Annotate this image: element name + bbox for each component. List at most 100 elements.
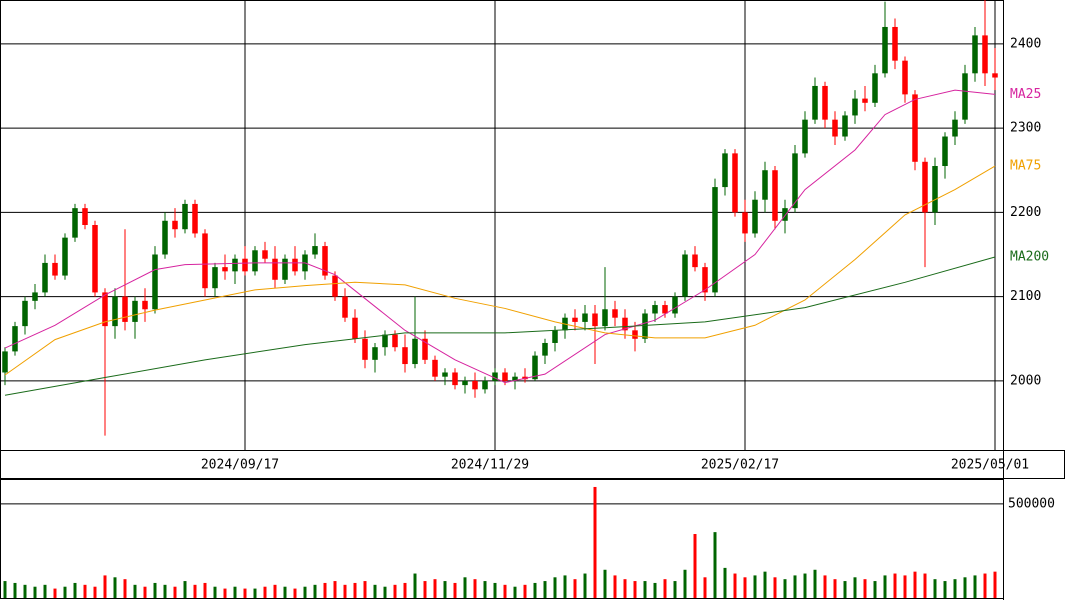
candle-body (642, 313, 648, 339)
candle-body (662, 305, 668, 314)
candle-body (442, 372, 448, 377)
volume-bar (973, 575, 977, 598)
candle-body (462, 380, 468, 386)
candle-body (572, 317, 578, 322)
volume-bar (133, 584, 137, 598)
candle-body (842, 115, 848, 137)
legend-label: MA200 (1010, 250, 1049, 265)
volume-bar (163, 584, 167, 598)
volume-bar (213, 586, 217, 598)
candle-body (582, 313, 588, 322)
volume-bar (843, 581, 847, 598)
volume-bar (283, 586, 287, 598)
candle-body (142, 300, 148, 310)
volume-bar (913, 571, 917, 598)
candle-body (132, 300, 138, 322)
volume-bar (473, 579, 477, 598)
candle-body (392, 334, 398, 348)
volume-bar (673, 581, 677, 598)
volume-bar (793, 575, 797, 598)
volume-bar (533, 582, 537, 598)
candle-body (202, 233, 208, 289)
volume-bar (933, 579, 937, 598)
volume-bar (943, 581, 947, 598)
volume-bar (503, 584, 507, 598)
volume-bar (593, 486, 597, 598)
volume-bar (463, 577, 467, 598)
volume-bar (293, 588, 297, 598)
volume-bar (653, 582, 657, 598)
candle-body (252, 250, 258, 272)
volume-bar (903, 575, 907, 598)
volume-bar (53, 588, 57, 598)
candle-body (742, 212, 748, 234)
candle-body (952, 119, 958, 137)
volume-bar (663, 579, 667, 598)
volume-bar (33, 586, 37, 598)
candle-body (352, 317, 358, 339)
volume-bar (773, 577, 777, 598)
volume-bar (423, 581, 427, 598)
volume-bar (763, 571, 767, 598)
volume-bar (273, 584, 277, 598)
volume-bar (233, 586, 237, 598)
legend-label: MA25 (1010, 87, 1041, 102)
volume-tick-label: 500000 (1008, 496, 1055, 511)
volume-bar (513, 586, 517, 598)
candle-body (502, 372, 508, 381)
volume-bar (733, 573, 737, 598)
volume-bar (493, 582, 497, 598)
volume-bar (543, 581, 547, 598)
candle-body (552, 330, 558, 343)
candle-body (192, 203, 198, 234)
volume-bar (803, 573, 807, 598)
candle-body (432, 359, 438, 377)
volume-bar (173, 586, 177, 598)
volume-bar (153, 582, 157, 598)
volume-bar (23, 584, 27, 598)
volume-bar (613, 575, 617, 598)
volume-bar (633, 581, 637, 598)
candle-body (932, 166, 938, 213)
candle-body (402, 347, 408, 365)
candle-body (862, 98, 868, 103)
volume-bar (433, 579, 437, 598)
candle-body (32, 292, 38, 301)
volume-bar (343, 584, 347, 598)
volume-bar (193, 584, 197, 598)
candle-body (542, 342, 548, 356)
volume-bar (183, 581, 187, 598)
candle-body (212, 267, 218, 289)
volume-bar (953, 579, 957, 598)
volume-bar (253, 588, 257, 598)
volume-bar (893, 573, 897, 598)
candle-body (62, 237, 68, 276)
ma-line (4, 256, 996, 396)
volume-bar (353, 582, 357, 598)
candle-body (512, 376, 518, 381)
volume-bar (13, 582, 17, 598)
volume-bar (703, 577, 707, 598)
volume-bar (743, 577, 747, 598)
candle-body (262, 250, 268, 259)
volume-bar (43, 584, 47, 598)
volume-bar (73, 582, 77, 598)
volume-bar (373, 584, 377, 598)
candle-body (962, 73, 968, 120)
x-tick-label: 2024/11/29 (451, 458, 529, 473)
candle-body (872, 73, 878, 103)
candle-body (22, 300, 28, 327)
candle-body (692, 254, 698, 268)
date-row (0, 450, 1065, 479)
candle-body (712, 187, 718, 293)
candle-body (2, 351, 8, 373)
candle-body (312, 246, 318, 255)
ma-line (4, 89, 996, 384)
candle-body (802, 119, 808, 154)
volume-bar (483, 581, 487, 598)
candle-body (702, 267, 708, 293)
candle-body (892, 26, 898, 61)
volume-bar (333, 581, 337, 598)
volume-bar (863, 579, 867, 598)
